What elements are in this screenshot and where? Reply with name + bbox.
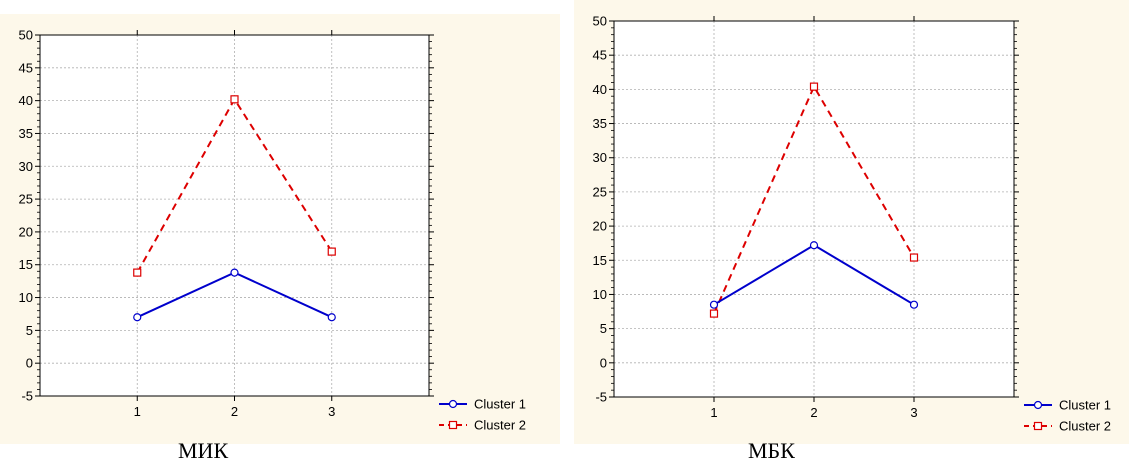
chart1-ytick-label: 25: [19, 192, 33, 207]
chart1-point-series-2: [230, 95, 239, 104]
chart1-ytick-label: 20: [19, 224, 33, 239]
chart2-ytick-label: 20: [593, 219, 607, 234]
chart2-ytick-label: 10: [593, 287, 607, 302]
chart2-xtick-label: 3: [910, 405, 917, 420]
chart1-legend-label-2: Cluster 2: [474, 418, 526, 433]
chart1-ytick-label: -5: [21, 389, 33, 404]
chart1-ytick-label: 45: [19, 60, 33, 75]
chart2-point-series-2: [909, 253, 919, 262]
chart2-point-series-2: [809, 82, 819, 91]
chart2-ytick-label: 35: [593, 116, 607, 131]
chart1-xtick-label: 3: [328, 404, 335, 419]
chart2-ytick-label: 50: [593, 14, 607, 29]
chart2-ytick-label: 30: [593, 150, 607, 165]
chart2-xtick-label: 1: [710, 405, 717, 420]
chart1-point-series-2: [133, 268, 142, 277]
chart2-legend-marker-1: [1033, 400, 1043, 410]
chart1-xtick-label: 1: [134, 404, 141, 419]
chart2-ytick-label: 40: [593, 82, 607, 97]
chart1-ytick-label: 35: [19, 126, 33, 141]
chart2-point-series-1: [909, 300, 919, 309]
chart2-point-series-1: [809, 241, 819, 250]
chart2-point-series-1: [709, 300, 719, 309]
line-chart-mbk: -5 0 5 10 15 20 25 30 35 40 45 50 1 2 3 Cluster 1 Cluste…: [593, 14, 1112, 434]
chart1-point-series-2: [327, 247, 336, 256]
chart1-legend-marker-2: [448, 420, 458, 430]
chart2-point-series-2: [709, 309, 719, 318]
chart2-xtick-label: 2: [810, 405, 817, 420]
chart1-legend-marker-1: [448, 399, 458, 409]
chart2-legend-label-1: Cluster 1: [1059, 398, 1111, 413]
chart1-ytick-label: 30: [19, 159, 33, 174]
chart1-point-series-1: [230, 268, 239, 277]
chart2-ytick-label: 25: [593, 184, 607, 199]
line-chart-mik: -5 0 5 10 15 20 25 30 35 40 45 50 1 2 3 Cluster 1 Cluste…: [19, 28, 527, 433]
chart1-point-series-1: [327, 313, 336, 322]
chart1-point-series-1: [133, 313, 142, 322]
chart1-ytick-label: 0: [26, 356, 33, 371]
chart2-ytick-label: 5: [600, 321, 607, 336]
chart2-legend-label-2: Cluster 2: [1059, 419, 1111, 434]
chart1-ytick-label: 50: [19, 28, 33, 43]
chart2-ytick-label: 0: [600, 355, 607, 370]
chart-caption-mik: МИК: [178, 438, 229, 463]
chart1-ytick-label: 5: [26, 323, 33, 338]
chart1-ytick-label: 40: [19, 93, 33, 108]
chart2-ytick-label: 15: [593, 253, 607, 268]
chart1-legend-label-1: Cluster 1: [474, 397, 526, 412]
chart1-ytick-label: 15: [19, 257, 33, 272]
chart-panel-mik: -5 0 5 10 15 20 25 30 35 40 45 50 1 2 3 Cluster 1 Cluste…: [0, 14, 560, 444]
chart2-ytick-label: -5: [595, 390, 607, 405]
chart-caption-mbk: МБК: [748, 438, 795, 463]
chart2-ytick-label: 45: [593, 48, 607, 63]
chart1-xtick-label: 2: [231, 404, 238, 419]
chart-panel-mbk: -5 0 5 10 15 20 25 30 35 40 45 50 1 2 3 Cluster 1 Cluste…: [574, 0, 1129, 444]
chart1-ytick-label: 10: [19, 290, 33, 305]
chart2-legend-marker-2: [1033, 421, 1043, 431]
